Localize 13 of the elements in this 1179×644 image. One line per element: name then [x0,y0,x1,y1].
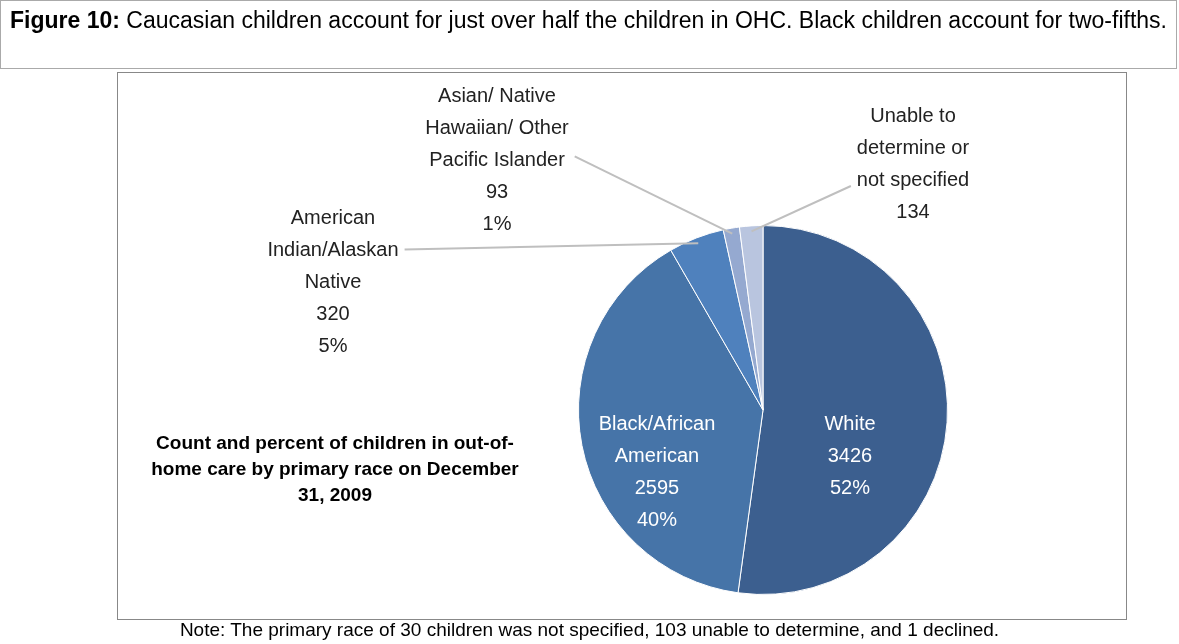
data-label: 93 1% [482,179,512,234]
data-label: 3426 52% [827,443,873,498]
slice-label: Unable to determine or not specified [856,103,970,190]
slice-label: White [824,411,876,434]
data-label: 320 5% [316,301,350,356]
text: Count and percent of children in out-of-home care by primary race on December 31, 2009 [150,431,520,507]
slice-label: Black/African American [598,411,716,466]
data-label: 2595 40% [634,475,680,530]
text: Note: The primary race of 30 children was not specified, 103 unable to determine, and 1 declined. [178,618,1001,642]
slice-label: American Indian/Alaskan Native [267,205,399,292]
chart-title: Figure 10: Caucasian children account for just over half the children in OHC. Black children account for two-fifths. [0,0,1177,69]
slice-label: Asian/ Native Hawaiian/ Other Pacific Islander [425,83,570,170]
data-label: 134 [896,199,930,222]
